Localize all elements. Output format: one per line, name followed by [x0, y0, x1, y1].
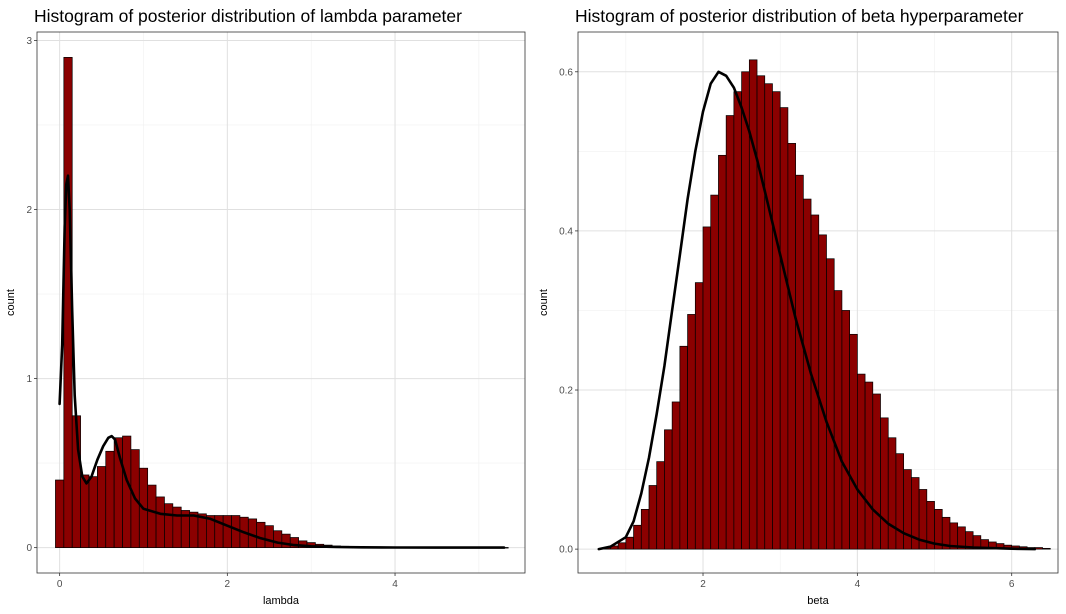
density-curve [58, 174, 506, 549]
histogram-bar [281, 533, 291, 548]
histogram-bar [895, 453, 905, 550]
histogram-bar [147, 484, 157, 548]
histogram-bar [872, 393, 881, 550]
histogram-bar [105, 450, 115, 548]
y-tick-label: 0 [26, 543, 32, 554]
y-tick-label: 3 [26, 36, 32, 47]
histogram-bar [88, 476, 98, 548]
histogram-bar [795, 174, 804, 550]
histogram-bar [1042, 547, 1051, 550]
chart-title: Histogram of posterior distribution of b… [575, 6, 1024, 26]
chart-title: Histogram of posterior distribution of l… [34, 6, 462, 26]
x-tick-label: 2 [700, 579, 706, 590]
histogram-bar [694, 282, 704, 550]
histogram-bar [55, 479, 65, 548]
y-axis-label: count [538, 289, 550, 316]
histogram-bar [617, 542, 627, 550]
histogram-bar [718, 154, 727, 550]
histogram-bar [189, 511, 199, 548]
histogram-bar [640, 509, 650, 550]
histogram-bar [80, 474, 90, 548]
histogram-bar [664, 429, 673, 550]
histogram-bar [256, 521, 266, 548]
y-tick-label: 0.6 [559, 67, 573, 78]
y-tick-label: 2 [26, 205, 32, 216]
y-tick-label: 0.4 [559, 226, 573, 237]
histogram-bar [155, 496, 165, 548]
histogram-bar [756, 75, 766, 550]
histogram-bar [172, 506, 182, 548]
histogram-bar [702, 226, 712, 550]
histogram-bar [880, 417, 889, 550]
x-tick-label: 6 [1009, 579, 1015, 590]
x-tick-label: 2 [225, 579, 231, 590]
histogram-bar [841, 310, 850, 550]
histogram-bar [687, 314, 696, 550]
x-tick-label: 4 [392, 579, 398, 590]
histogram-bar [679, 345, 688, 550]
y-axis-label: count [5, 289, 17, 316]
beta-histogram-panel: Histogram of posterior distribution of b… [530, 0, 1066, 614]
histogram-bar [264, 525, 274, 548]
y-tick-label: 1 [26, 374, 32, 385]
lambda-histogram-chart: 0 2 4 0 1 2 3 lambda count [5, 31, 526, 607]
histogram-bar [656, 461, 665, 550]
histogram-bar [833, 290, 843, 550]
x-axis-label: lambda [263, 595, 300, 607]
histogram-bar [122, 435, 132, 548]
histogram-bar [725, 115, 735, 550]
histogram-bar [857, 373, 866, 550]
histogram-bar [733, 91, 742, 550]
plot-border [36, 31, 526, 574]
histogram-bar [741, 71, 750, 550]
histogram-bar [887, 437, 897, 550]
histogram-bar [633, 524, 642, 550]
histogram-bar [97, 466, 107, 548]
histogram-bar [648, 485, 658, 550]
plot-border [577, 31, 1059, 574]
histogram-bar [826, 258, 835, 550]
lambda-histogram-panel: Histogram of posterior distribution of l… [0, 0, 530, 614]
x-axis-label: beta [807, 595, 829, 607]
histogram-bar [849, 333, 858, 550]
histogram-bar [818, 234, 827, 550]
histogram-bar [164, 503, 174, 548]
histogram-bar [787, 143, 796, 550]
x-tick-label: 0 [57, 579, 63, 590]
beta-histogram-chart: 2 4 6 0.0 0.2 0.4 0.6 beta count [538, 31, 1059, 607]
histogram-bar [625, 536, 634, 550]
histogram-bar [222, 515, 232, 548]
y-tick-label: 0.2 [559, 386, 573, 397]
histogram-bar [864, 381, 874, 550]
histogram-bar [779, 107, 789, 550]
y-tick-label: 0.0 [559, 545, 573, 556]
histogram-bar [671, 401, 681, 550]
x-tick-label: 4 [855, 579, 861, 590]
histogram-bar [772, 91, 781, 550]
density-curve [597, 70, 1037, 551]
histogram-bar [764, 83, 773, 550]
histogram-bar [710, 194, 719, 550]
histogram-bar [273, 530, 283, 548]
